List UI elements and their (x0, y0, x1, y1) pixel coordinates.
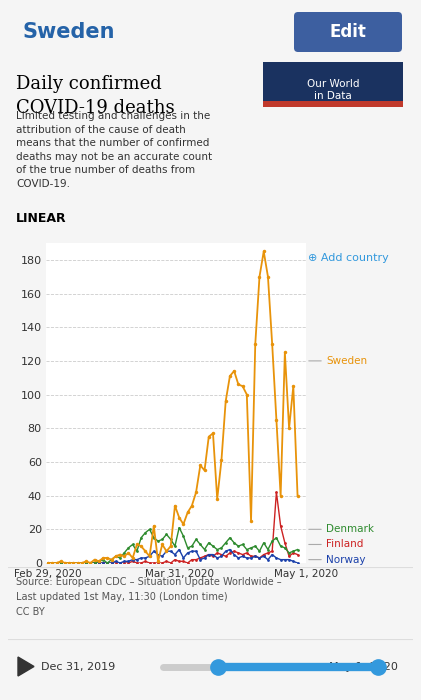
Text: Norway: Norway (326, 554, 365, 565)
Text: Sweden: Sweden (326, 356, 367, 366)
Bar (263, 101, 403, 107)
Text: Finland: Finland (326, 540, 363, 550)
Text: Sweden: Sweden (22, 22, 115, 42)
Text: Edit: Edit (330, 23, 366, 41)
Polygon shape (18, 657, 34, 676)
Text: May 1, 2020: May 1, 2020 (329, 662, 398, 672)
Text: COVID-19 deaths: COVID-19 deaths (16, 99, 175, 117)
Text: Dec 31, 2019: Dec 31, 2019 (41, 662, 115, 672)
Text: ⊕ Add country: ⊕ Add country (308, 253, 389, 263)
Text: LINEAR: LINEAR (16, 212, 67, 225)
Bar (263, 62, 403, 107)
Text: Daily confirmed: Daily confirmed (16, 75, 162, 93)
Text: Denmark: Denmark (326, 524, 374, 534)
Text: Limited testing and challenges in the
attribution of the cause of death
means th: Limited testing and challenges in the at… (16, 111, 212, 189)
Text: Source: European CDC – Situation Update Worldwide –
Last updated 1st May, 11:30 : Source: European CDC – Situation Update … (16, 577, 282, 617)
Text: Our World
in Data: Our World in Data (307, 79, 359, 101)
FancyBboxPatch shape (294, 12, 402, 52)
